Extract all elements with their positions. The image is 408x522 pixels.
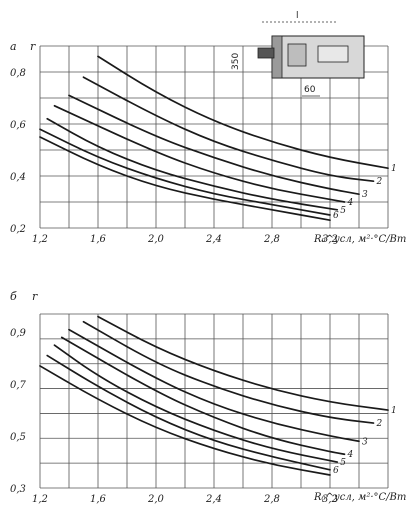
panel-a-curve-label-3: 3	[362, 190, 368, 200]
panel-b-curve-2	[82, 320, 375, 424]
panel-a-curve-label-5: 5	[340, 206, 346, 216]
panel-a-y-variable: r	[30, 40, 36, 53]
panel-a-y-tick-label: 0,4	[10, 172, 26, 183]
panel-b-letter: б	[10, 290, 17, 303]
panel-a-curve-1	[97, 55, 389, 170]
panel-a-x-tick-label: 2,8	[263, 234, 280, 245]
panel-b-x-tick-label: 1,6	[90, 494, 107, 505]
panel-b-curve-label-1: 1	[391, 406, 397, 416]
panel-b-x-tick-label: 2,0	[147, 494, 165, 505]
wall-section-inset: l 350 60	[231, 11, 365, 97]
inset-bracket	[257, 47, 275, 59]
panel-a-x-tick-label: 2,0	[147, 234, 165, 245]
panel-b-curve-4	[60, 336, 346, 456]
panel-a-curve-label-4: 4	[347, 198, 354, 208]
panel-b-curve-5	[53, 344, 339, 463]
panel-b-y-tick-label: 0,9	[10, 328, 27, 339]
panel-a-curve-2	[82, 76, 375, 183]
panel-a-letter: а	[10, 40, 17, 53]
panel-a-curve-4	[53, 104, 346, 203]
panel-b-curve-label-3: 3	[362, 437, 368, 447]
panel-b-y-tick-label: 0,3	[10, 484, 26, 495]
panel-a-curve-3	[68, 94, 360, 196]
panel-a-curve-label-6: 6	[333, 211, 339, 221]
panel-a-curve-6	[39, 128, 331, 216]
panel-a-curve-label-1: 1	[391, 164, 397, 174]
panel-a-x-tick-label: 1,2	[32, 234, 48, 245]
panel-b-y-tick-label: 0,5	[10, 432, 26, 443]
panel-a-x-tick-label: 1,6	[90, 234, 107, 245]
inset-wall-layer-2	[317, 45, 349, 63]
panel-b-curve-label-4: 4	[347, 450, 354, 460]
panel-b-y-variable: r	[32, 290, 38, 303]
inset-dimension-top: l	[296, 11, 299, 21]
inset-insulation	[287, 43, 307, 67]
panel-b-x-tick-label: 1,2	[32, 494, 48, 505]
panel-b-curve-1	[97, 315, 389, 411]
panel-b-curve-label-2: 2	[376, 419, 383, 429]
panel-b-curve-label-6: 6	[333, 466, 339, 476]
panel-b-x-tick-label: 2,4	[205, 494, 222, 505]
panel-a-y-tick-label: 0,8	[10, 68, 26, 79]
panel-b-x-tick-label: 2,8	[263, 494, 280, 505]
panel-a-curve-5	[46, 117, 339, 211]
panel-b-curve-6	[46, 354, 331, 471]
inset-dimension-bottom: 60	[304, 85, 316, 95]
panel-a-x-tick-label: 3,2	[322, 234, 338, 245]
panel-a-curve-label-2: 2	[376, 177, 383, 187]
panel-a-y-tick-label: 0,6	[10, 120, 27, 131]
panel-a-x-axis-label: R₀^усл, м²·°С/Вт	[313, 234, 406, 245]
panel-a-x-tick-label: 2,4	[205, 234, 222, 245]
inset-dimension-left: 350	[231, 53, 241, 70]
panel-a-y-tick-label: 0,2	[10, 224, 26, 235]
panel-b-curve-3	[68, 328, 360, 443]
panel-b-x-axis-label: R₀^усл, м²·°С/Вт	[313, 492, 406, 503]
panel-b-curve-label-5: 5	[340, 458, 346, 468]
panel-b-y-tick-label: 0,7	[10, 380, 27, 391]
panel-a-curve-7	[39, 136, 331, 222]
panel-b-curve-7	[39, 365, 331, 476]
panel-b-x-tick-label: 3,2	[322, 494, 338, 505]
